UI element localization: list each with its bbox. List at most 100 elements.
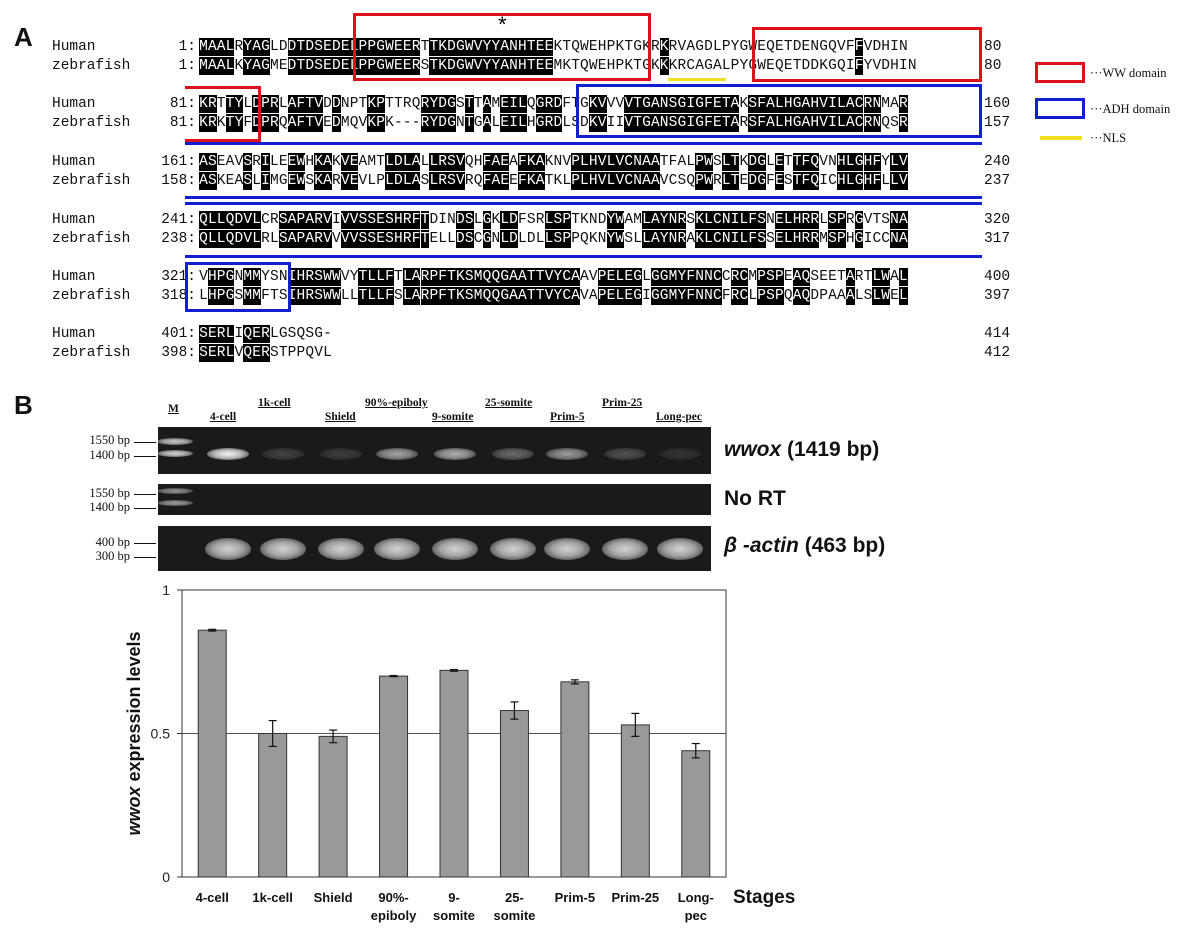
- bar: [499, 710, 529, 878]
- x-tick-label: Prim-5: [555, 890, 595, 905]
- lane-label-4-cell: 4-cell: [210, 411, 237, 423]
- alignment-start-position: 401:: [161, 326, 196, 342]
- gel-wwox: [158, 427, 711, 474]
- alignment-start-position: 161:: [161, 154, 196, 170]
- lane-label-prim-5: Prim-5: [550, 411, 585, 423]
- y-tick-label: 1: [162, 582, 170, 598]
- x-axis-label: Stages: [733, 887, 795, 908]
- lane-label-prim-25: Prim-25: [602, 397, 643, 409]
- x-tick-label: Shield: [314, 890, 353, 905]
- alignment-end-position: 317: [984, 231, 1011, 247]
- alignment-start-position: 398:: [161, 345, 196, 361]
- alignment-start-position: 81:: [169, 96, 196, 112]
- alignment-species-label: zebrafish: [52, 115, 131, 131]
- y-tick-label: 0.5: [151, 726, 171, 742]
- alignment-species-label: zebrafish: [52, 173, 131, 189]
- ww-domain-box-3: [185, 86, 261, 142]
- gel-wwox-title: wwox (1419 bp): [724, 438, 880, 461]
- alignment-end-position: 412: [984, 345, 1011, 361]
- adh-line-4: [185, 255, 982, 258]
- alignment-end-position: 397: [984, 288, 1011, 304]
- adh-line-3: [185, 202, 982, 205]
- gel-no-rt-title: No RT: [724, 487, 786, 510]
- legend-ww-label: ···WW domain: [1090, 66, 1167, 80]
- alignment-species-label: zebrafish: [52, 288, 131, 304]
- legend-adh-label: ···ADH domain: [1090, 102, 1171, 116]
- bar: [197, 629, 227, 878]
- alignment-species-label: Human: [52, 154, 96, 170]
- alignment-species-label: zebrafish: [52, 231, 131, 247]
- lane-label-1k-cell: 1k-cell: [258, 397, 291, 409]
- bar: [379, 675, 409, 878]
- wwox-expression-chart: 0 0.5 1 wwox expression levels 4-cell 1k-cell…: [124, 582, 795, 923]
- alignment-species-label: Human: [52, 269, 96, 285]
- alignment-start-position: 81:: [169, 115, 196, 131]
- marker-band: [157, 450, 193, 457]
- wwox-band: [207, 448, 249, 460]
- wwox-band: [492, 448, 534, 460]
- alignment-species-label: Human: [52, 212, 96, 228]
- alignment-species-label: zebrafish: [52, 345, 131, 361]
- actin-band: [318, 538, 364, 560]
- lane-label-25-somite: 25-somite: [485, 397, 533, 409]
- actin-band: [260, 538, 306, 560]
- y-axis-label: wwox expression levels: [124, 631, 144, 835]
- bar: [439, 669, 469, 878]
- bar: [620, 724, 650, 878]
- wwox-band: [262, 448, 304, 460]
- alignment-start-position: 158:: [161, 173, 196, 189]
- x-tick-label: Long-pec: [678, 890, 714, 923]
- adh-domain-box-1: [576, 84, 982, 138]
- x-tick-label: 25-somite: [493, 890, 535, 923]
- y-tick-label: 0: [162, 869, 170, 885]
- wwox-band: [320, 448, 362, 460]
- gel-actin-bp-high: 400 bp: [95, 535, 130, 549]
- nls-underline: [668, 78, 726, 81]
- wwox-band: [659, 448, 701, 460]
- alignment-end-position: 80: [984, 58, 1002, 74]
- gel-nort-bp-high: 1550 bp: [89, 486, 130, 500]
- alignment-species-label: Human: [52, 39, 96, 55]
- alignment-start-position: 1:: [178, 58, 196, 74]
- marker-band: [157, 438, 193, 445]
- marker-band: [157, 500, 193, 506]
- lane-label-marker: M: [168, 403, 179, 415]
- wwox-band: [434, 448, 476, 460]
- alignment-end-position: 414: [984, 326, 1011, 342]
- ww-domain-box-3-top: [185, 86, 261, 89]
- ww-domain-box-1: [353, 13, 651, 81]
- x-tick-label: 4-cell: [196, 890, 229, 905]
- lane-label-shield: Shield: [325, 411, 356, 423]
- lane-label-9-somite: 9-somite: [432, 411, 474, 423]
- gel-actin-bp-low: 300 bp: [95, 549, 130, 563]
- alignment-start-position: 241:: [161, 212, 196, 228]
- legend-adh-swatch: [1035, 98, 1085, 119]
- panel-b-letter: B: [14, 390, 33, 420]
- actin-band: [205, 538, 251, 560]
- actin-band: [544, 538, 590, 560]
- legend-nls-swatch: [1040, 136, 1082, 140]
- alignment-end-position: 320: [984, 212, 1011, 228]
- legend-ww-swatch: [1035, 62, 1085, 83]
- gel-wwox-bp-high: 1550 bp: [89, 433, 130, 447]
- adh-domain-box-2: [185, 262, 291, 312]
- alignment-species-label: Human: [52, 96, 96, 112]
- gel-nort-bp-low: 1400 bp: [89, 500, 130, 514]
- alignment-end-position: 240: [984, 154, 1011, 170]
- alignment-start-position: 238:: [161, 231, 196, 247]
- actin-band: [657, 538, 703, 560]
- x-tick-label: 1k-cell: [252, 890, 292, 905]
- actin-band: [490, 538, 536, 560]
- adh-line-1: [185, 142, 982, 145]
- gel-no-rt: [158, 484, 711, 515]
- alignment-end-position: 80: [984, 39, 1002, 55]
- alignment-species-label: Human: [52, 326, 96, 342]
- actin-band: [374, 538, 420, 560]
